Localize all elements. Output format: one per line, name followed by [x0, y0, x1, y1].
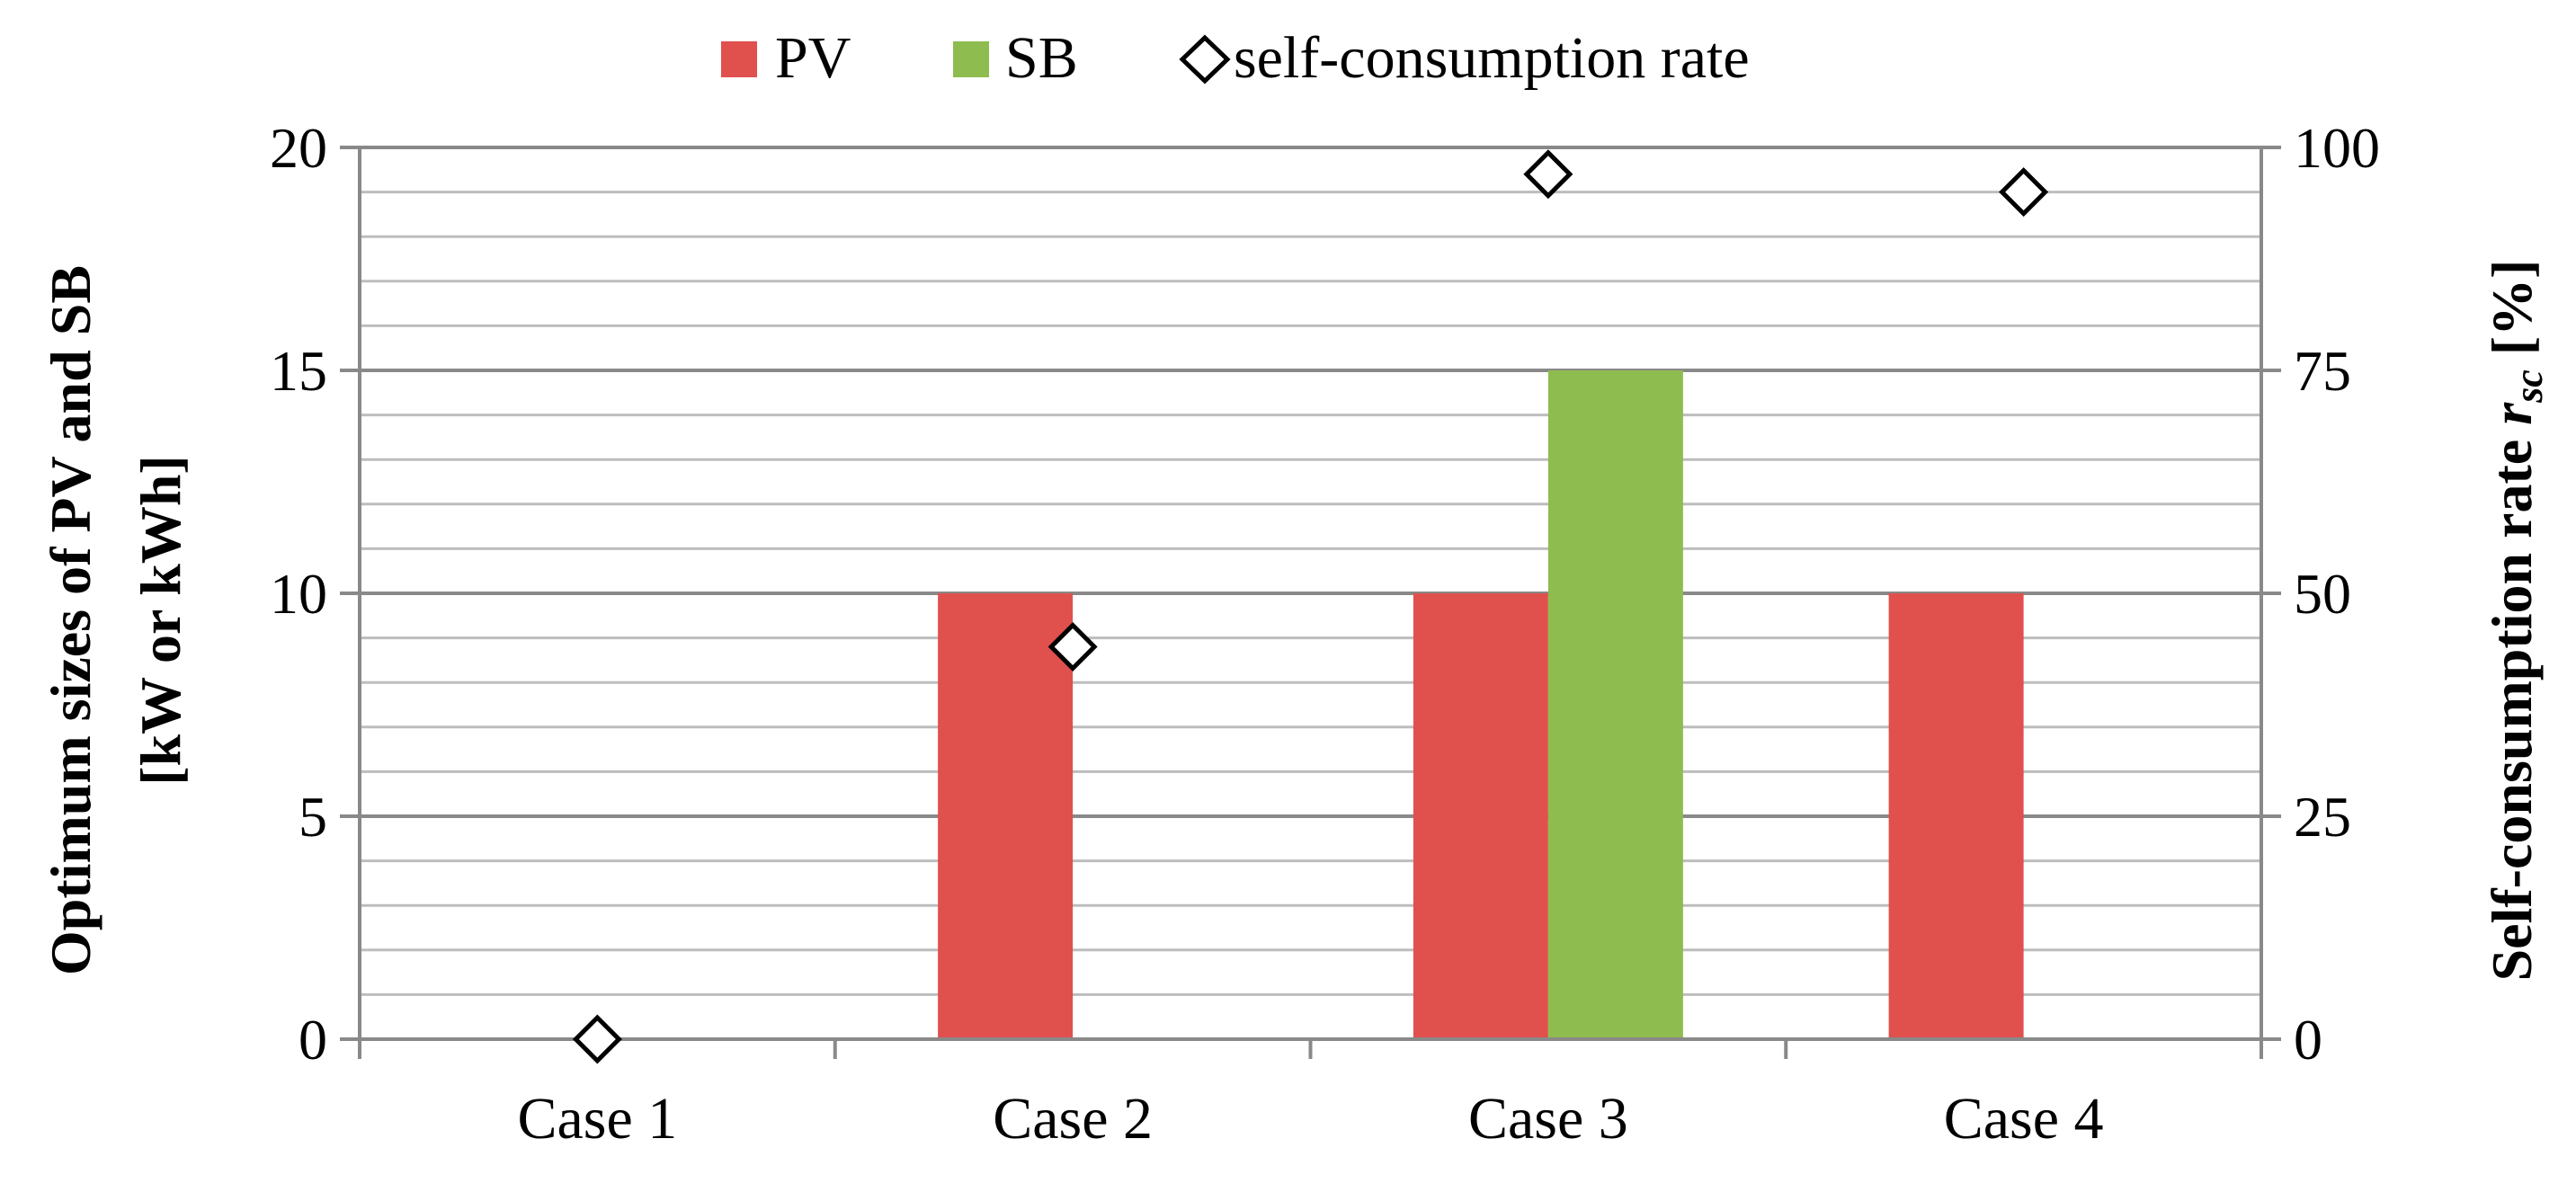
legend-pv-label: PV	[775, 25, 851, 91]
y2-axis-title: Self-consumption rate rsc [%]	[2480, 260, 2551, 982]
x-tick-label: Case 2	[993, 1086, 1153, 1152]
legend: PV SB self-consumption rate	[721, 25, 1750, 91]
markers	[572, 149, 2049, 1064]
y2-axis-title-sub: sc	[2507, 369, 2551, 404]
y-tick-label: 5	[299, 785, 327, 849]
y2-tick-label: 100	[2294, 116, 2380, 180]
x-tick-label: Case 3	[1468, 1086, 1628, 1152]
self-consumption-marker-3	[1523, 149, 1573, 200]
self-consumption-marker-1	[572, 1014, 622, 1064]
y-axis-title-line1: Optimum sizes of PV and SB	[39, 265, 103, 975]
y2-axis-title-unit: [%]	[2480, 260, 2544, 370]
bar-pv-4	[1888, 593, 2024, 1039]
y2-axis-title-var: r	[2480, 402, 2544, 425]
x-tick-label: Case 1	[517, 1086, 677, 1152]
bar-sb-3	[1547, 370, 1683, 1039]
bars	[938, 370, 2024, 1039]
y2-tick-label: 25	[2294, 785, 2351, 849]
y2-tick-label: 0	[2294, 1008, 2322, 1072]
y-axis-title-line2: [kW or kWh]	[129, 455, 192, 786]
y-tick-label: 20	[270, 116, 327, 180]
y-tick-label: 0	[299, 1008, 327, 1072]
axes: 0 5 10 15 20 0 25 50 75 100 Case 1 Case 2 Case 3 Case…	[270, 116, 2380, 1152]
legend-pv-swatch	[721, 41, 757, 77]
legend-sb-label: SB	[1005, 25, 1078, 91]
legend-sb-swatch	[953, 41, 989, 77]
legend-rate-label: self-consumption rate	[1234, 25, 1750, 91]
y2-tick-label: 75	[2294, 339, 2351, 403]
y-tick-label: 15	[270, 339, 327, 403]
bar-pv-3	[1413, 593, 1548, 1039]
self-consumption-marker-2	[1047, 621, 1098, 672]
y2-axis-title-main: Self-consumption rate	[2480, 425, 2544, 982]
self-consumption-marker-4	[1999, 167, 2049, 218]
gridlines	[360, 146, 2261, 996]
x-tick-label: Case 4	[1944, 1086, 2104, 1152]
y-tick-label: 10	[270, 562, 327, 626]
y2-tick-label: 50	[2294, 562, 2351, 626]
legend-diamond-icon	[1179, 34, 1231, 85]
bar-pv-2	[938, 593, 1074, 1039]
